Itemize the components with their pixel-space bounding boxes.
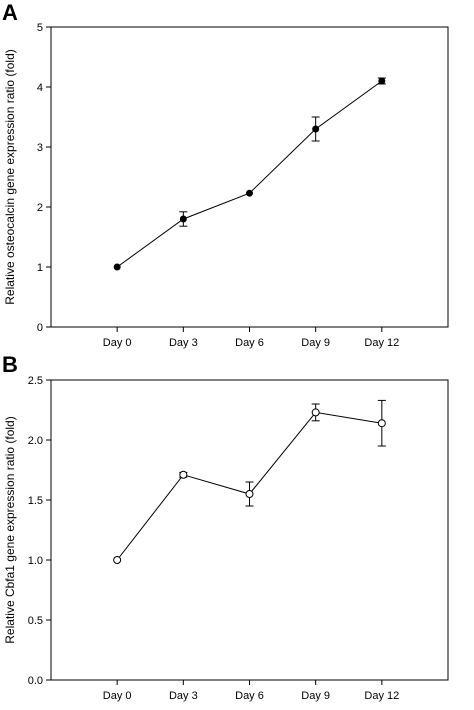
plot-frame [50, 379, 449, 681]
y-tick-label: 4 [37, 82, 43, 94]
series-line [116, 80, 383, 268]
panel-a: A 0 1 2 3 4 5 Day 0 Day 3 Day 6 Day 9 Day 12 Relati… [0, 0, 474, 352]
y-tick-label: 0.5 [28, 615, 43, 627]
x-tick-label: Day 12 [364, 337, 399, 349]
data-point [113, 263, 121, 271]
cbfa1-chart: 0.0 0.5 1.0 1.5 2.0 2.5 Day 0 Day 3 Day 6 Day 9 Da… [3, 375, 449, 702]
plot-frame [50, 26, 449, 328]
x-tick-label: Day 9 [301, 690, 330, 702]
data-point [113, 556, 122, 564]
data-point [312, 125, 320, 133]
x-tick-label: Day 0 [103, 690, 132, 702]
y-tick-label: 2.5 [28, 375, 43, 387]
x-tick-label: Day 0 [103, 337, 132, 349]
x-tick-label: Day 6 [235, 690, 264, 702]
y-tick-label: 1 [37, 262, 43, 274]
data-point [245, 490, 254, 498]
x-tick-label: Day 12 [364, 690, 399, 702]
y-tick-label: 1.0 [28, 555, 43, 567]
x-tick-label: Day 3 [169, 337, 198, 349]
data-point [311, 408, 320, 417]
data-point [179, 215, 187, 223]
osteocalcin-chart: 0 1 2 3 4 5 Day 0 Day 3 Day 6 Day 9 Day 12 Relative… [3, 22, 449, 349]
data-point [377, 419, 386, 428]
data-point [246, 189, 253, 197]
y-tick-label: 1.5 [28, 495, 43, 507]
y-tick-label: 0 [37, 322, 43, 334]
x-tick-label: Day 6 [235, 337, 264, 349]
panel-letter-a: A [2, 0, 18, 25]
x-tick-label: Day 9 [301, 337, 330, 349]
y-tick-label: 2 [37, 202, 43, 214]
panel-letter-b: B [2, 352, 18, 377]
y-tick-label: 3 [37, 142, 43, 154]
panel-b: B 0.0 0.5 1.0 1.5 2.0 2.5 Day 0 Day 3 Day 6 Day 9… [0, 352, 474, 705]
data-point [179, 470, 188, 479]
y-axis-label: Relative osteocalcin gene expression rat… [3, 49, 17, 304]
y-axis-label: Relative Cbfa1 gene expression ratio (fo… [3, 416, 17, 643]
y-tick-label: 2.0 [28, 435, 43, 447]
y-tick-label: 5 [37, 22, 43, 34]
x-tick-label: Day 3 [169, 690, 198, 702]
data-point [378, 77, 386, 85]
y-tick-label: 0.0 [28, 675, 43, 687]
